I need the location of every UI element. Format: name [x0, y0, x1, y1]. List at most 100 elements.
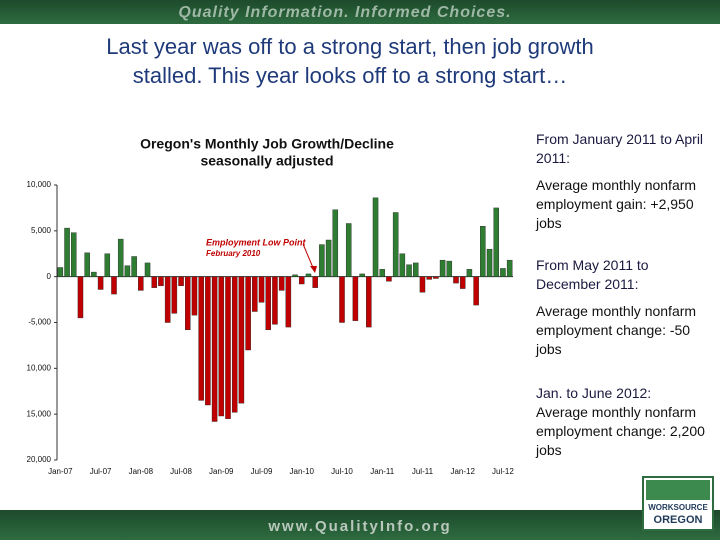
bar: [185, 276, 191, 331]
bar: [117, 238, 124, 277]
note: From May 2011 to December 2011: Average …: [536, 256, 711, 359]
bar: [332, 209, 339, 277]
x-tick-label: Jul-12: [492, 467, 514, 476]
bar: [238, 276, 245, 404]
bar: [352, 276, 359, 321]
note: From January 2011 to April 2011: Average…: [536, 130, 711, 233]
bar: [366, 276, 372, 328]
chart-title: Oregon's Monthly Job Growth/Decline: [140, 136, 394, 152]
bar: [272, 276, 278, 325]
bar: [372, 197, 379, 277]
bar: [446, 260, 453, 277]
bar: [144, 262, 151, 277]
bar: [104, 253, 111, 277]
bar: [97, 276, 104, 290]
x-tick-label: Jul-10: [331, 467, 353, 476]
bar: [345, 223, 352, 277]
bar: [386, 276, 392, 282]
bar: [292, 274, 298, 277]
bar: [426, 276, 432, 280]
x-tick-label: Jan-08: [129, 467, 154, 476]
bar: [57, 267, 64, 277]
bar: [459, 276, 466, 289]
bar: [111, 276, 117, 295]
y-tick-label: 5,000: [31, 226, 52, 235]
y-tick-label: 10,000: [27, 180, 52, 189]
bar: [71, 232, 77, 277]
annotation-arrow: [302, 243, 315, 271]
bar: [151, 276, 157, 288]
bar: [258, 276, 265, 303]
bar: [486, 248, 493, 277]
bar: [84, 252, 90, 277]
x-tick-label: Jan-09: [209, 467, 234, 476]
x-tick-label: Jul-09: [251, 467, 273, 476]
bar: [319, 244, 325, 277]
bar: [433, 276, 439, 279]
bar: [285, 276, 292, 328]
note-heading: From May 2011 to December 2011:: [536, 257, 649, 292]
bar: [252, 276, 258, 312]
bar: [91, 271, 97, 277]
bar: [359, 273, 365, 277]
bar: [299, 276, 305, 285]
y-tick-label: 15,000: [27, 409, 52, 418]
bar: [171, 276, 178, 314]
footer-url: www.QualityInfo.org: [267, 518, 451, 535]
x-tick-label: Jul-07: [90, 467, 112, 476]
y-tick-label: 20,000: [27, 455, 52, 464]
bar: [453, 276, 459, 284]
logo-graphic: [646, 480, 710, 500]
header-band: [0, 0, 720, 24]
tagline: Quality Information. Informed Choices.: [178, 4, 511, 21]
x-tick-label: Jan-12: [450, 467, 475, 476]
bar: [406, 264, 412, 277]
bar: [191, 276, 198, 316]
bar: [399, 253, 406, 277]
note-body: Average monthly nonfarm employment chang…: [536, 404, 705, 458]
bar: [64, 227, 70, 277]
bar: [379, 269, 385, 277]
bar: [205, 276, 211, 406]
y-tick-label: 10,000: [27, 363, 52, 372]
bar: [211, 276, 218, 422]
slide-title: stalled. This year looks off to a strong…: [132, 63, 568, 88]
bar: [225, 276, 231, 419]
bar: [473, 276, 479, 306]
x-tick-label: Jan-11: [370, 467, 394, 476]
footer-band: [0, 510, 720, 540]
bar: [493, 207, 499, 277]
y-tick-label: 0: [47, 272, 52, 281]
bar: [392, 212, 399, 277]
bar: [124, 265, 131, 277]
chart-subtitle: seasonally adjusted: [200, 153, 333, 169]
bar: [278, 276, 285, 291]
note-heading: Jan. to June 2012:: [536, 385, 652, 401]
bar: [245, 276, 251, 351]
bar: [77, 276, 84, 319]
bar: [339, 276, 345, 323]
bar: [506, 259, 513, 277]
x-tick-label: Jul-11: [412, 467, 434, 476]
bar: [131, 256, 137, 277]
bar: [325, 239, 332, 277]
note-body: Average monthly nonfarm employment gain:…: [536, 177, 697, 231]
note-heading: From January 2011 to April 2011:: [536, 131, 704, 166]
x-tick-label: Jul-08: [170, 467, 192, 476]
annotation: Employment Low Point: [206, 237, 307, 247]
bar: [265, 276, 271, 331]
bar: [231, 276, 238, 413]
bar: [158, 276, 164, 287]
slide-title: Last year was off to a strong start, the…: [106, 34, 594, 59]
bar: [419, 276, 426, 293]
bar: [178, 276, 184, 287]
annotation-arrowhead: [310, 266, 317, 273]
bar: [500, 268, 506, 277]
y-tick-label: -5,000: [28, 318, 51, 327]
bar: [218, 276, 225, 417]
bar: [413, 262, 419, 277]
logo-text: WORKSOURCE: [648, 503, 708, 512]
annotation: February 2010: [206, 249, 261, 258]
